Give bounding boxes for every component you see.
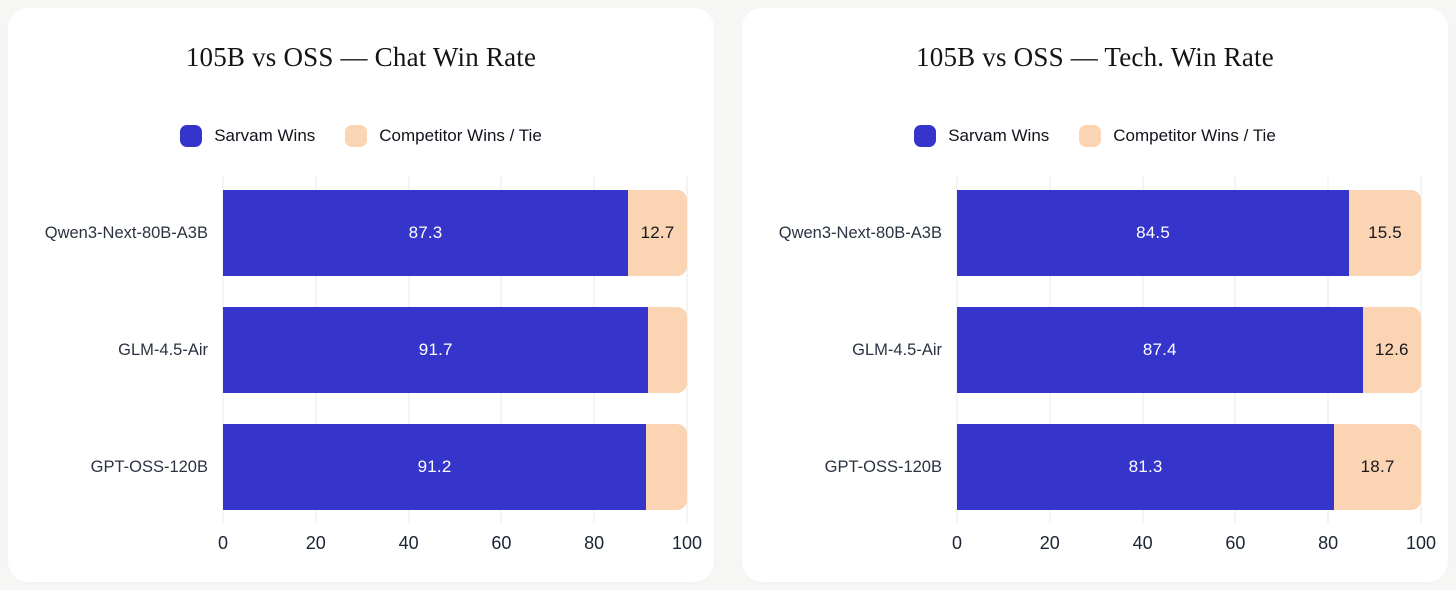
legend-label: Sarvam Wins bbox=[948, 126, 1050, 145]
bar-segment-competitor bbox=[646, 424, 687, 510]
x-axis-tick-label: 100 bbox=[671, 533, 703, 553]
bar-value-label: 87.3 bbox=[408, 223, 443, 242]
legend-swatch-competitor bbox=[1079, 125, 1102, 147]
bar-segment-sarvam: 91.7 bbox=[223, 307, 649, 393]
bar-segment-competitor: 12.7 bbox=[628, 190, 687, 276]
bar-track: 87.4 12.6 bbox=[957, 307, 1421, 393]
chart-card-chat-win-rate: 105B vs OSS — Chat Win Rate Sarvam Wins … bbox=[8, 8, 714, 582]
category-label: GLM-4.5-Air bbox=[852, 340, 942, 359]
bar-segment-competitor: 12.6 bbox=[1362, 307, 1421, 393]
legend-item-sarvam-wins: Sarvam Wins bbox=[914, 125, 1049, 147]
legend-label: Competitor Wins / Tie bbox=[379, 126, 542, 145]
bar-track: 87.3 12.7 bbox=[223, 190, 687, 276]
chart-legend: Sarvam Wins Competitor Wins / Tie bbox=[742, 125, 1448, 147]
x-axis-ticks: 0 20 40 60 80 100 bbox=[952, 533, 1436, 555]
legend-label: Sarvam Wins bbox=[214, 126, 316, 145]
x-axis-tick-label: 20 bbox=[305, 533, 326, 553]
x-axis-tick-label: 0 bbox=[951, 533, 963, 553]
x-axis-tick-label: 80 bbox=[584, 533, 605, 553]
bar-row-gpt-oss: GPT-OSS-120B 91.2 bbox=[8, 424, 687, 510]
x-axis-ticks: 0 20 40 60 80 100 bbox=[218, 533, 702, 555]
gridline bbox=[686, 177, 688, 523]
bar-segment-competitor bbox=[648, 307, 687, 393]
bar-segment-sarvam: 87.4 bbox=[957, 307, 1363, 393]
bar-value-label: 12.6 bbox=[1374, 340, 1409, 359]
bar-value-label: 18.7 bbox=[1360, 457, 1395, 476]
category-label: Qwen3-Next-80B-A3B bbox=[778, 223, 942, 242]
bar-value-label: 91.2 bbox=[417, 457, 452, 476]
bar-row-gpt-oss: GPT-OSS-120B 81.3 18.7 bbox=[742, 424, 1421, 510]
bar-value-label: 81.3 bbox=[1128, 457, 1163, 476]
chart-title: 105B vs OSS — Tech. Win Rate bbox=[916, 42, 1274, 72]
x-axis-tick-label: 0 bbox=[217, 533, 229, 553]
x-axis-tick-label: 60 bbox=[1225, 533, 1246, 553]
category-label: GLM-4.5-Air bbox=[118, 340, 208, 359]
bar-segment-sarvam: 84.5 bbox=[957, 190, 1350, 276]
x-axis-tick-label: 40 bbox=[398, 533, 419, 553]
bar-track: 84.5 15.5 bbox=[957, 190, 1421, 276]
chart-plot-area: Qwen3-Next-80B-A3B 87.3 12.7 GLM-4.5-Air… bbox=[8, 177, 714, 555]
category-label: GPT-OSS-120B bbox=[90, 457, 208, 476]
x-axis-tick-label: 60 bbox=[491, 533, 512, 553]
bar-track: 91.7 bbox=[223, 307, 687, 393]
bar-value-label: 84.5 bbox=[1136, 223, 1170, 242]
legend-item-competitor-wins: Competitor Wins / Tie bbox=[1079, 125, 1276, 147]
x-axis-tick-label: 80 bbox=[1318, 533, 1339, 553]
legend-swatch-competitor bbox=[345, 125, 368, 147]
bar-track: 91.2 bbox=[223, 424, 687, 510]
bar-segment-sarvam: 87.3 bbox=[223, 190, 629, 276]
bar-segment-sarvam: 81.3 bbox=[957, 424, 1335, 510]
bar-row-glm: GLM-4.5-Air 87.4 12.6 bbox=[742, 307, 1421, 393]
legend-label: Competitor Wins / Tie bbox=[1113, 126, 1276, 145]
legend-item-competitor-wins: Competitor Wins / Tie bbox=[345, 125, 542, 147]
chart-card-tech-win-rate: 105B vs OSS — Tech. Win Rate Sarvam Wins… bbox=[742, 8, 1448, 582]
bar-row-glm: GLM-4.5-Air 91.7 bbox=[8, 307, 687, 393]
bar-segment-competitor: 15.5 bbox=[1349, 190, 1421, 276]
bar-track: 81.3 18.7 bbox=[957, 424, 1421, 510]
chart-title: 105B vs OSS — Chat Win Rate bbox=[185, 42, 537, 72]
chart-legend: Sarvam Wins Competitor Wins / Tie bbox=[8, 125, 714, 147]
bar-value-label: 91.7 bbox=[418, 340, 453, 359]
bar-segment-competitor: 18.7 bbox=[1334, 424, 1421, 510]
bar-value-label: 87.4 bbox=[1142, 340, 1177, 359]
bar-segment-sarvam: 91.2 bbox=[223, 424, 647, 510]
x-axis-tick-label: 20 bbox=[1039, 533, 1060, 553]
legend-item-sarvam-wins: Sarvam Wins bbox=[180, 125, 315, 147]
category-label: GPT-OSS-120B bbox=[824, 457, 942, 476]
category-label: Qwen3-Next-80B-A3B bbox=[44, 223, 208, 242]
bar-value-label: 12.7 bbox=[640, 223, 675, 242]
x-axis-tick-label: 100 bbox=[1405, 533, 1437, 553]
legend-swatch-sarvam bbox=[180, 125, 203, 147]
x-axis-tick-label: 40 bbox=[1132, 533, 1153, 553]
bar-row-qwen3: Qwen3-Next-80B-A3B 84.5 15.5 bbox=[742, 190, 1421, 276]
gridline bbox=[1420, 177, 1422, 523]
bar-value-label: 15.5 bbox=[1368, 223, 1402, 242]
chart-plot-area: Qwen3-Next-80B-A3B 84.5 15.5 GLM-4.5-Air… bbox=[742, 177, 1448, 555]
legend-swatch-sarvam bbox=[914, 125, 937, 147]
bar-row-qwen3: Qwen3-Next-80B-A3B 87.3 12.7 bbox=[8, 190, 687, 276]
